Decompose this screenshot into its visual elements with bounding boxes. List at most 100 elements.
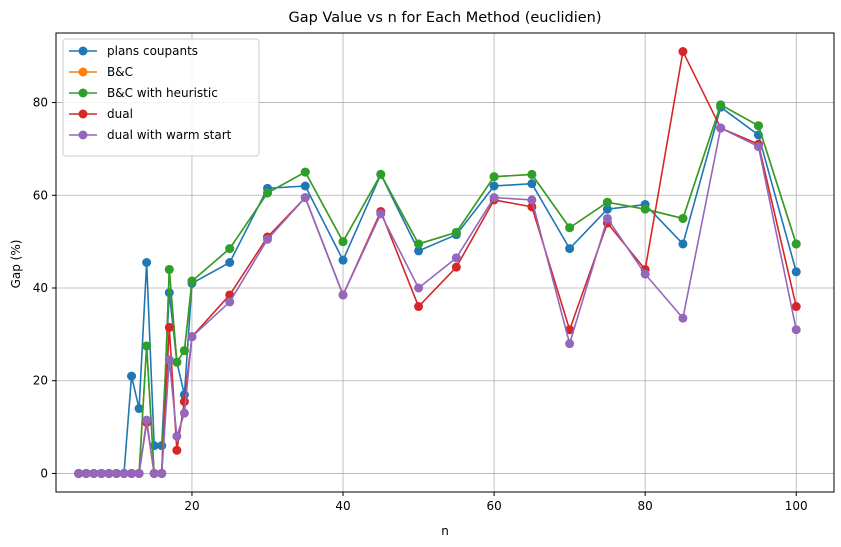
series-0-point-24: [527, 179, 537, 189]
series-4-point-12: [164, 355, 174, 365]
series-2-point-14: [179, 346, 189, 356]
series-4-point-31: [791, 325, 801, 335]
series-2-point-27: [640, 204, 650, 214]
series-4-point-8: [134, 468, 144, 478]
y-tick-label-1: 20: [33, 374, 48, 388]
series-3-point-14: [179, 397, 189, 407]
series-2-point-24: [527, 169, 537, 179]
series-0-point-31: [791, 267, 801, 277]
series-2-point-21: [414, 239, 424, 249]
legend-label-0: plans coupants: [107, 44, 198, 58]
legend-item-2: B&C with heuristic: [69, 86, 218, 100]
legend-label-2: B&C with heuristic: [107, 86, 218, 100]
series-3-point-12: [164, 322, 174, 332]
legend-label-3: dual: [107, 107, 133, 121]
plot-frame: [55, 32, 835, 493]
series-0-point-19: [338, 255, 348, 265]
series-2-point-30: [753, 121, 763, 131]
series-2-point-15: [187, 276, 197, 286]
series-4-point-4: [104, 468, 114, 478]
series-4-point-6: [119, 468, 129, 478]
series-0-point-26: [602, 204, 612, 214]
series-3-point-21: [414, 302, 424, 312]
series-0-point-21: [414, 246, 424, 256]
series-0-point-16: [225, 258, 235, 267]
x-tick-label-4: 100: [785, 499, 808, 513]
series-2-point-20: [376, 169, 386, 179]
series-4-point-5: [111, 468, 121, 478]
series-4-point-20: [376, 209, 386, 219]
series-4-point-7: [127, 468, 137, 478]
series-4-point-10: [149, 468, 159, 478]
legend-box: [62, 38, 260, 157]
series-4-point-18: [300, 193, 310, 203]
series-2-point-22: [451, 227, 461, 237]
legend-item-0: plans coupants: [69, 44, 198, 58]
series-2-point-25: [565, 223, 575, 233]
x-tick-label-0: 20: [184, 499, 199, 513]
legend-label-4: dual with warm start: [107, 128, 232, 142]
series-3-point-31: [791, 302, 801, 312]
series-4-point-17: [262, 234, 272, 244]
legend-marker-0: [78, 46, 88, 56]
series-4-point-3: [96, 468, 106, 478]
series-4-point-0: [74, 468, 84, 478]
series-2-point-12: [164, 264, 174, 274]
series-0-point-23: [489, 181, 499, 191]
series-2-point-17: [262, 188, 272, 198]
legend-marker-1: [78, 67, 88, 77]
series-4-point-22: [451, 253, 461, 263]
legend-item-1: B&C: [69, 65, 133, 79]
series-4-point-23: [489, 193, 499, 203]
series-2-point-29: [716, 100, 726, 110]
series-4-point-24: [527, 195, 537, 205]
series-4-point-9: [142, 415, 152, 425]
chart-title: Gap Value vs n for Each Method (euclidie…: [288, 10, 601, 26]
y-axis-label: Gap (%): [9, 240, 23, 289]
series-0-point-11: [157, 441, 167, 451]
x-axis-label: n: [441, 524, 449, 538]
series-4-point-2: [89, 468, 99, 478]
series-4: [74, 123, 801, 478]
series-4-point-15: [187, 332, 197, 342]
series-4-point-21: [414, 283, 424, 293]
y-tick-label-0: 0: [40, 466, 48, 480]
y-tick-label-3: 60: [33, 188, 48, 202]
legend-item-3: dual: [69, 107, 133, 121]
series-2-point-16: [225, 244, 235, 254]
series-0-point-7: [127, 371, 137, 381]
series-3-point-22: [451, 262, 461, 272]
series-2-point-31: [791, 239, 801, 249]
series-4-point-29: [716, 123, 726, 133]
y-tick-label-2: 40: [33, 281, 48, 295]
x-tick-label-3: 80: [638, 499, 653, 513]
series-0-point-8: [134, 404, 144, 414]
series-2-point-9: [142, 341, 152, 351]
series-0-point-28: [678, 239, 688, 249]
series-4-point-13: [172, 431, 182, 441]
series-2-point-19: [338, 237, 348, 247]
series-4-point-19: [338, 290, 348, 300]
series-3-point-13: [172, 445, 182, 455]
series-2-point-28: [678, 213, 688, 223]
series-2-point-13: [172, 357, 182, 367]
series-4-point-1: [81, 468, 91, 478]
series-2-point-26: [602, 197, 612, 207]
series-layer: [74, 47, 801, 478]
series-0-point-9: [142, 258, 152, 267]
series-2-point-18: [300, 167, 310, 177]
series-4-point-30: [753, 142, 763, 152]
axis-ticks: 20 40 60 80 100 0 20 40 60 80: [33, 96, 808, 513]
series-4-point-14: [179, 408, 189, 418]
y-tick-label-4: 80: [33, 96, 48, 110]
series-0-point-18: [300, 181, 310, 191]
series-3-point-28: [678, 47, 688, 57]
legend: plans coupants B&C B&C with heuristic dual d…: [62, 38, 260, 157]
legend-marker-3: [78, 109, 88, 119]
legend-label-1: B&C: [107, 65, 133, 79]
series-4-point-16: [225, 297, 235, 307]
legend-marker-4: [78, 130, 88, 140]
series-4-point-28: [678, 313, 688, 323]
series-4-point-25: [565, 339, 575, 349]
